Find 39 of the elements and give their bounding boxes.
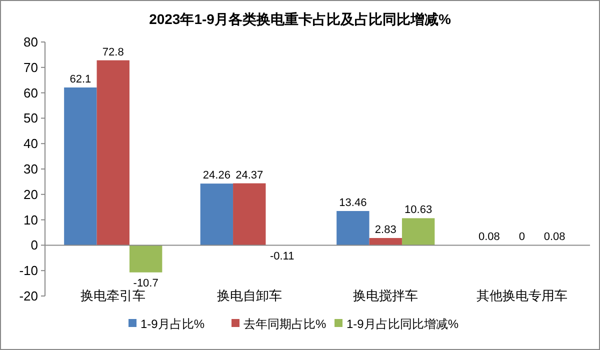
x-tick-label: 换电搅拌车 — [353, 288, 418, 303]
data-label: -10.7 — [133, 277, 158, 290]
data-label: 62.1 — [70, 73, 92, 86]
x-tick-label: 换电自卸车 — [216, 288, 282, 303]
x-tick-label: 换电牵引车 — [80, 288, 146, 303]
bar — [64, 87, 97, 246]
y-tick-label: 40 — [24, 136, 38, 152]
data-label: 10.63 — [404, 204, 432, 216]
bar — [336, 211, 370, 246]
bar — [129, 245, 162, 272]
bar — [402, 218, 435, 246]
data-label: -0.11 — [270, 250, 294, 262]
bar — [369, 238, 402, 246]
data-label: 24.37 — [236, 169, 264, 182]
x-tick-label: 其他换电专用车 — [476, 288, 568, 303]
data-label: 0.08 — [544, 230, 566, 243]
data-label: 13.46 — [339, 197, 367, 210]
data-label: 72.8 — [102, 46, 124, 58]
legend-label: 1-9月占比% — [140, 317, 205, 331]
data-label: 0.08 — [478, 230, 500, 243]
data-label: 2.83 — [374, 224, 396, 236]
data-label: 0 — [518, 231, 525, 244]
y-tick-label: -20 — [19, 288, 38, 304]
bar — [233, 183, 266, 246]
legend-label: 去年同期占比% — [244, 317, 326, 331]
y-tick-label: 80 — [24, 34, 38, 50]
bar — [96, 60, 130, 246]
bar — [200, 184, 234, 246]
chart-title: 2023年1-9月各类换电重卡占比及占比同比增减% — [149, 11, 452, 27]
y-tick-label: 0 — [30, 238, 38, 253]
y-tick-label: -10 — [19, 263, 38, 278]
y-tick-label: 50 — [24, 110, 38, 126]
y-tick-label: 30 — [24, 162, 38, 176]
y-tick-label: 60 — [24, 85, 38, 100]
legend-label: 1-9月占比同比增减% — [346, 317, 459, 331]
data-label: 24.26 — [202, 170, 230, 182]
y-tick-label: 20 — [24, 186, 38, 202]
y-tick-label: 10 — [24, 212, 38, 228]
y-tick-label: 70 — [24, 60, 38, 75]
